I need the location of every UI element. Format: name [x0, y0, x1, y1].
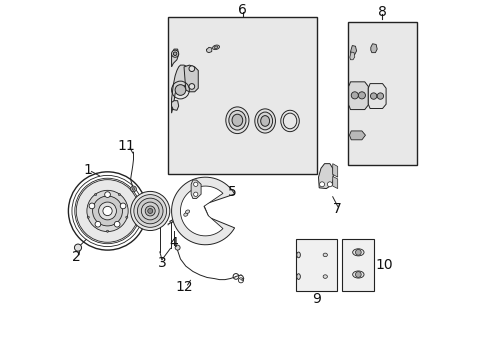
Ellipse shape [352, 249, 363, 256]
Polygon shape [367, 84, 386, 108]
Circle shape [189, 84, 194, 89]
Circle shape [114, 221, 120, 227]
Circle shape [173, 52, 177, 55]
Circle shape [171, 50, 178, 57]
Ellipse shape [352, 271, 363, 278]
Ellipse shape [323, 253, 327, 257]
Text: 3: 3 [157, 256, 166, 270]
Circle shape [355, 272, 361, 277]
Circle shape [141, 202, 159, 220]
Circle shape [95, 221, 101, 227]
Bar [168, 17, 317, 174]
Circle shape [87, 216, 89, 218]
Circle shape [193, 182, 198, 186]
Polygon shape [332, 164, 337, 177]
Circle shape [125, 216, 128, 218]
Bar [342, 239, 374, 291]
Text: 2: 2 [72, 250, 81, 264]
Polygon shape [350, 45, 356, 54]
Bar [295, 239, 336, 291]
Polygon shape [171, 65, 189, 113]
Circle shape [87, 190, 128, 231]
Circle shape [350, 92, 358, 99]
Circle shape [358, 92, 365, 99]
Circle shape [147, 208, 152, 213]
Circle shape [130, 186, 136, 192]
Polygon shape [183, 65, 198, 92]
Circle shape [175, 85, 185, 95]
Polygon shape [370, 44, 376, 53]
Ellipse shape [257, 112, 272, 130]
Ellipse shape [296, 274, 300, 279]
Ellipse shape [260, 116, 269, 126]
Circle shape [74, 244, 81, 251]
Polygon shape [349, 131, 365, 140]
Circle shape [355, 249, 361, 255]
Polygon shape [332, 176, 337, 189]
Circle shape [134, 195, 166, 227]
Circle shape [319, 182, 324, 187]
Circle shape [130, 192, 169, 230]
Ellipse shape [183, 213, 187, 216]
Circle shape [102, 206, 112, 216]
Circle shape [120, 203, 126, 209]
Text: 12: 12 [175, 280, 192, 294]
Ellipse shape [228, 111, 245, 130]
Ellipse shape [232, 114, 242, 126]
Circle shape [94, 193, 97, 195]
Text: 10: 10 [375, 258, 392, 272]
Circle shape [104, 192, 110, 197]
Text: 5: 5 [227, 185, 236, 199]
Polygon shape [349, 52, 354, 60]
Circle shape [376, 93, 383, 99]
Ellipse shape [323, 275, 327, 278]
Circle shape [132, 188, 135, 190]
Circle shape [193, 192, 198, 197]
Polygon shape [206, 47, 211, 53]
Ellipse shape [254, 109, 275, 133]
Circle shape [145, 206, 155, 216]
Polygon shape [348, 82, 367, 109]
Circle shape [118, 193, 120, 195]
Polygon shape [191, 180, 201, 198]
Text: 9: 9 [311, 292, 320, 306]
Circle shape [370, 93, 376, 99]
Text: 4: 4 [169, 236, 178, 249]
Circle shape [327, 182, 332, 187]
Ellipse shape [296, 252, 300, 258]
Polygon shape [180, 186, 223, 236]
Text: 7: 7 [333, 202, 342, 216]
Polygon shape [318, 164, 333, 189]
Ellipse shape [225, 107, 248, 134]
Circle shape [92, 196, 122, 226]
Text: 11: 11 [117, 139, 135, 153]
Ellipse shape [212, 45, 219, 50]
Circle shape [175, 245, 180, 250]
Ellipse shape [185, 210, 189, 213]
Polygon shape [171, 49, 178, 67]
Circle shape [99, 202, 116, 220]
Circle shape [189, 66, 194, 72]
Text: 6: 6 [238, 3, 246, 17]
Circle shape [89, 203, 95, 209]
Ellipse shape [214, 46, 218, 49]
Text: 8: 8 [377, 5, 386, 19]
Polygon shape [171, 177, 234, 245]
Circle shape [76, 180, 139, 242]
Bar [347, 22, 416, 165]
Polygon shape [171, 101, 178, 110]
Circle shape [137, 198, 163, 224]
Text: 1: 1 [83, 163, 92, 177]
Circle shape [106, 230, 108, 232]
